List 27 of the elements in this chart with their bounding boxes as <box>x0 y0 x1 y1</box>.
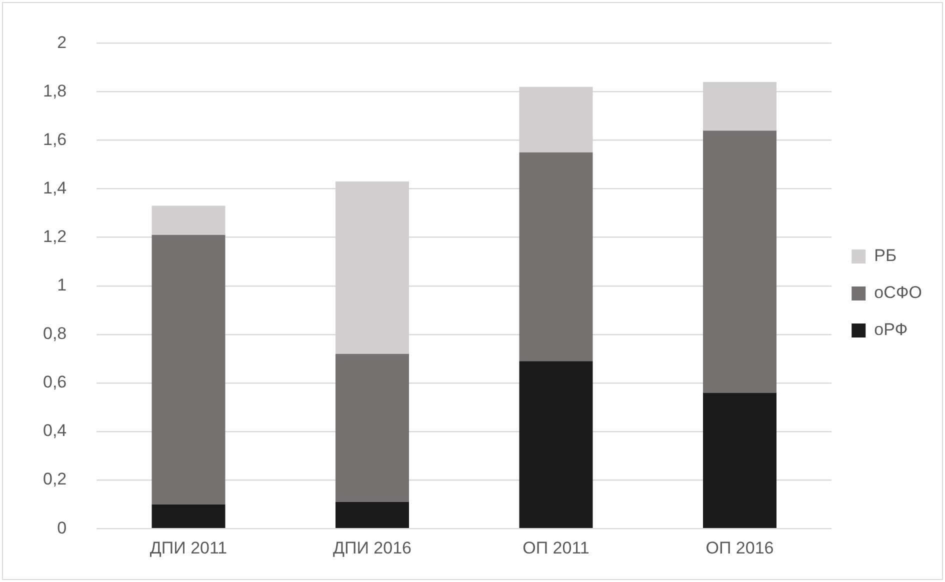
y-tick-label: 1,2 <box>42 227 67 246</box>
bar <box>336 354 410 502</box>
y-tick-label: 1 <box>57 276 67 295</box>
bar <box>703 392 776 528</box>
bar <box>519 361 593 528</box>
bar <box>152 206 226 235</box>
y-tick-label: 2 <box>57 32 67 52</box>
bar <box>703 130 776 393</box>
y-tick-label: 0,2 <box>42 470 67 489</box>
y-tick-label: 0,6 <box>42 372 67 392</box>
bar <box>519 152 593 362</box>
y-tick-label: 0 <box>57 518 67 538</box>
x-tick-label: ДПИ 2011 <box>150 538 228 558</box>
x-tick-label: ДПИ 2016 <box>333 538 412 558</box>
y-tick-label: 0,4 <box>42 421 67 440</box>
legend-label: оСФО <box>874 283 922 302</box>
bar <box>336 502 410 528</box>
legend-label: РБ <box>874 246 897 266</box>
legend-label: оРФ <box>874 320 908 340</box>
x-tick-label: ОП 2011 <box>522 538 590 558</box>
y-tick-label: 1,4 <box>42 178 67 198</box>
y-tick-label: 1,8 <box>42 81 67 100</box>
bar <box>152 234 226 504</box>
x-tick-label: ОП 2016 <box>706 538 774 558</box>
y-tick-label: 1,6 <box>42 130 67 149</box>
bar <box>152 504 226 528</box>
y-tick-label: 0,8 <box>42 324 67 344</box>
